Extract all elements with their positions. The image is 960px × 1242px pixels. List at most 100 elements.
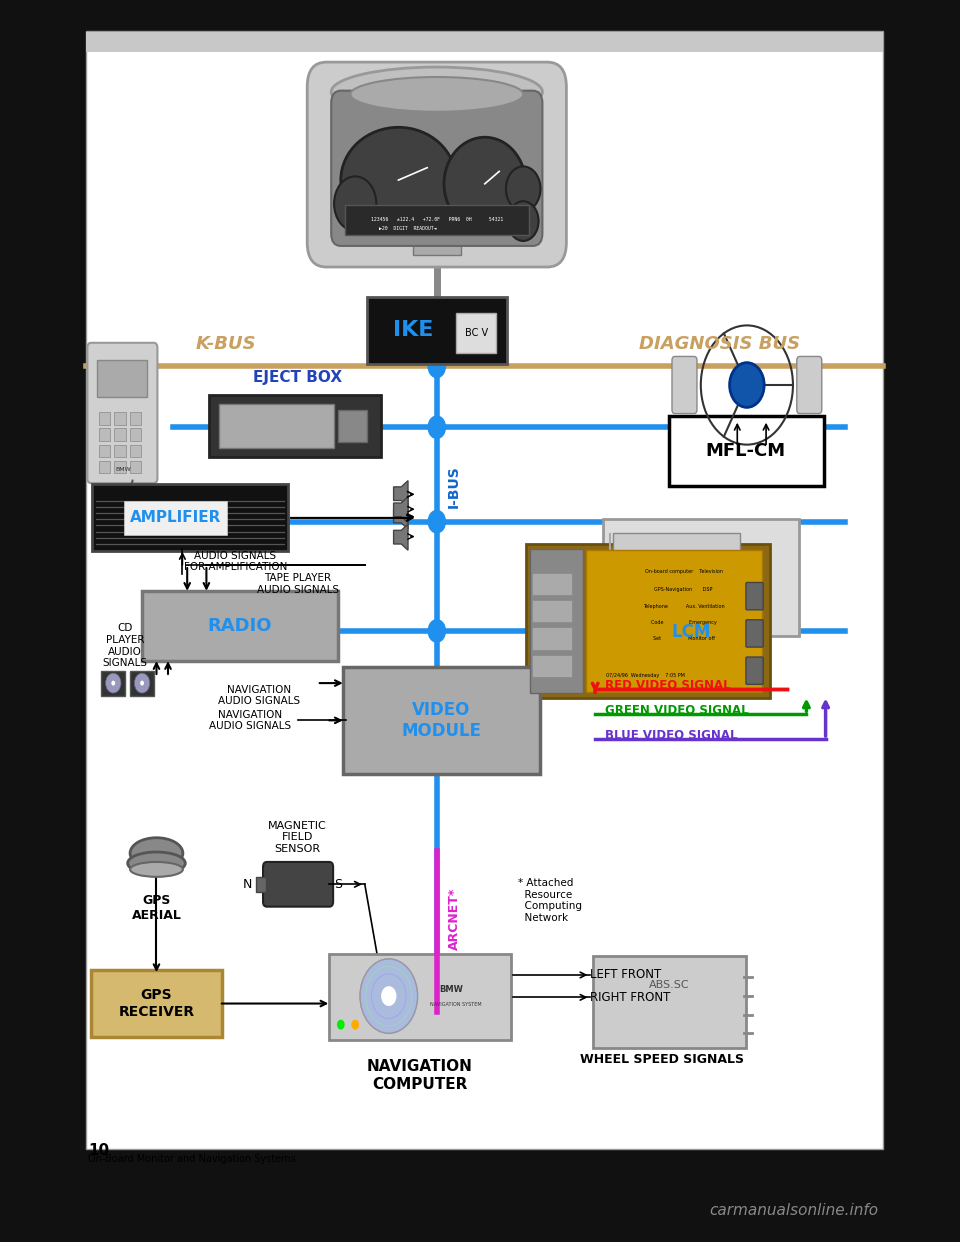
FancyBboxPatch shape	[413, 230, 461, 255]
FancyBboxPatch shape	[114, 461, 126, 473]
FancyBboxPatch shape	[114, 445, 126, 457]
FancyBboxPatch shape	[130, 445, 141, 457]
Text: EJECT BOX: EJECT BOX	[253, 370, 342, 385]
Text: NAVIGATION SYSTEM: NAVIGATION SYSTEM	[430, 1002, 482, 1007]
FancyBboxPatch shape	[672, 356, 697, 414]
Ellipse shape	[341, 127, 456, 233]
Text: TAPE PLAYER
AUDIO SIGNALS: TAPE PLAYER AUDIO SIGNALS	[256, 573, 339, 595]
Circle shape	[428, 620, 445, 642]
FancyBboxPatch shape	[532, 573, 572, 595]
FancyBboxPatch shape	[263, 862, 333, 907]
FancyBboxPatch shape	[114, 412, 126, 425]
FancyBboxPatch shape	[219, 404, 334, 448]
Text: N: N	[243, 878, 252, 891]
Text: IKE: IKE	[393, 320, 433, 340]
Text: BLUE VIDEO SIGNAL: BLUE VIDEO SIGNAL	[605, 729, 737, 741]
Text: 10: 10	[88, 1143, 109, 1158]
Text: NAVIGATION
AUDIO SIGNALS: NAVIGATION AUDIO SIGNALS	[208, 709, 291, 732]
Text: MFL-CM: MFL-CM	[706, 442, 786, 460]
Ellipse shape	[128, 852, 185, 874]
Text: WHEEL SPEED SIGNALS: WHEEL SPEED SIGNALS	[581, 1053, 744, 1066]
Text: Code                 Emergency: Code Emergency	[651, 620, 716, 625]
Text: AUDIO SIGNALS
FOR AMPLIFICATION: AUDIO SIGNALS FOR AMPLIFICATION	[183, 550, 287, 573]
FancyBboxPatch shape	[86, 31, 883, 1149]
FancyBboxPatch shape	[114, 428, 126, 441]
Circle shape	[360, 959, 418, 1033]
Polygon shape	[394, 524, 408, 550]
FancyBboxPatch shape	[99, 428, 110, 441]
Text: carmanualsonline.info: carmanualsonline.info	[709, 1203, 878, 1218]
Text: On-Board Monitor and Navigation Systems: On-Board Monitor and Navigation Systems	[88, 1154, 297, 1164]
FancyBboxPatch shape	[87, 343, 157, 483]
FancyBboxPatch shape	[526, 544, 770, 698]
FancyBboxPatch shape	[746, 582, 763, 610]
FancyBboxPatch shape	[746, 657, 763, 684]
Circle shape	[334, 176, 376, 231]
Circle shape	[106, 673, 121, 693]
FancyBboxPatch shape	[367, 297, 507, 364]
FancyBboxPatch shape	[331, 91, 542, 246]
FancyBboxPatch shape	[329, 954, 511, 1040]
FancyBboxPatch shape	[256, 877, 266, 892]
Text: DIAGNOSIS BUS: DIAGNOSIS BUS	[639, 335, 801, 353]
Circle shape	[428, 510, 445, 533]
FancyBboxPatch shape	[532, 627, 572, 650]
Ellipse shape	[350, 77, 523, 112]
Text: K-BUS: K-BUS	[195, 335, 256, 353]
FancyBboxPatch shape	[746, 620, 763, 647]
Text: BMW: BMW	[115, 467, 131, 472]
FancyBboxPatch shape	[101, 671, 125, 696]
Text: VIDEO
MODULE: VIDEO MODULE	[401, 700, 482, 740]
Text: BMW: BMW	[440, 985, 463, 995]
FancyBboxPatch shape	[92, 484, 288, 551]
Circle shape	[337, 1020, 345, 1030]
Text: BC V: BC V	[465, 328, 488, 338]
Circle shape	[381, 986, 396, 1006]
Text: S: S	[334, 878, 342, 891]
FancyBboxPatch shape	[130, 671, 154, 696]
Text: RIGHT FRONT: RIGHT FRONT	[590, 991, 671, 1004]
Circle shape	[134, 673, 150, 693]
Text: I-BUS: I-BUS	[447, 466, 461, 508]
Ellipse shape	[444, 138, 526, 231]
Circle shape	[111, 681, 115, 686]
Text: NAVIGATION
AUDIO SIGNALS: NAVIGATION AUDIO SIGNALS	[218, 684, 300, 707]
FancyBboxPatch shape	[345, 205, 529, 235]
FancyBboxPatch shape	[130, 428, 141, 441]
FancyBboxPatch shape	[99, 445, 110, 457]
FancyBboxPatch shape	[593, 956, 746, 1048]
Text: * Attached
  Resource
  Computing
  Network: * Attached Resource Computing Network	[518, 878, 583, 923]
FancyBboxPatch shape	[99, 461, 110, 473]
Text: Telephone            Aux. Ventilation: Telephone Aux. Ventilation	[642, 604, 725, 609]
Text: Set                  Monitor off: Set Monitor off	[653, 636, 714, 641]
FancyBboxPatch shape	[86, 32, 883, 52]
FancyBboxPatch shape	[603, 519, 799, 636]
Circle shape	[351, 1020, 359, 1030]
FancyBboxPatch shape	[99, 412, 110, 425]
Text: NAVIGATION
COMPUTER: NAVIGATION COMPUTER	[367, 1059, 473, 1092]
FancyBboxPatch shape	[97, 360, 147, 397]
Text: AMPLIFIER: AMPLIFIER	[130, 510, 222, 525]
Circle shape	[730, 363, 764, 407]
Text: ABS.SC: ABS.SC	[649, 980, 690, 990]
FancyBboxPatch shape	[307, 62, 566, 267]
Text: LCM: LCM	[671, 623, 711, 641]
Circle shape	[140, 681, 144, 686]
Ellipse shape	[131, 862, 183, 877]
Text: CD
PLAYER
AUDIO
SIGNALS: CD PLAYER AUDIO SIGNALS	[103, 623, 147, 668]
FancyBboxPatch shape	[130, 412, 141, 425]
Polygon shape	[394, 503, 408, 529]
Text: LEFT FRONT: LEFT FRONT	[590, 969, 661, 981]
Ellipse shape	[331, 67, 542, 117]
FancyBboxPatch shape	[586, 550, 762, 692]
FancyBboxPatch shape	[124, 501, 227, 535]
FancyBboxPatch shape	[532, 655, 572, 677]
Polygon shape	[394, 481, 408, 507]
FancyBboxPatch shape	[669, 416, 824, 486]
Circle shape	[428, 416, 445, 438]
FancyBboxPatch shape	[456, 313, 496, 353]
Text: GREEN VIDEO SIGNAL: GREEN VIDEO SIGNAL	[605, 704, 749, 717]
FancyBboxPatch shape	[338, 410, 367, 442]
FancyBboxPatch shape	[91, 970, 222, 1037]
Circle shape	[508, 201, 539, 241]
